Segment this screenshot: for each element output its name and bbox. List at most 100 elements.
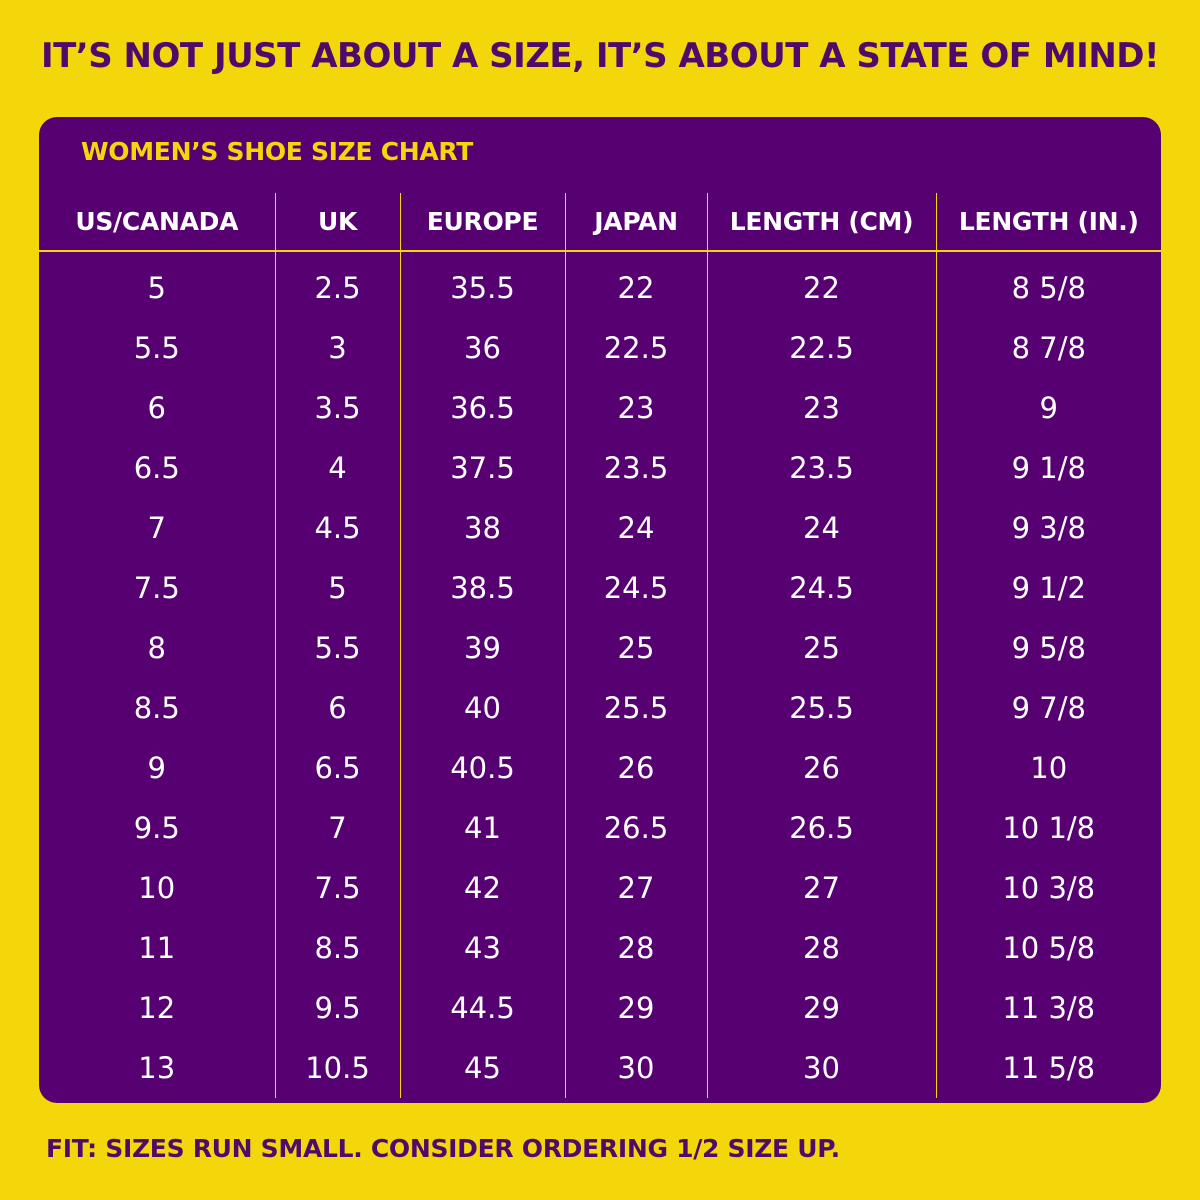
- cell-europe: 38.5: [399, 558, 565, 618]
- size-table: US/CANADA UK EUROPE JAPAN LENGTH (CM) LE…: [39, 193, 1161, 1098]
- cell-uk: 7: [274, 798, 400, 858]
- cell-length-in: 10 5/8: [935, 918, 1161, 978]
- cell-length-in: 9 3/8: [935, 498, 1161, 558]
- cell-length-in: 11 5/8: [935, 1038, 1161, 1098]
- cell-europe: 41: [399, 798, 565, 858]
- cell-japan: 25: [564, 618, 707, 678]
- cell-length-cm: 27: [706, 858, 936, 918]
- cell-japan: 25.5: [564, 678, 707, 738]
- cell-uk: 3.5: [274, 378, 400, 438]
- cell-japan: 29: [564, 978, 707, 1038]
- table-row: 7.5 5 38.5 24.5 24.5 9 1/2: [39, 558, 1161, 618]
- cell-europe: 45: [399, 1038, 565, 1098]
- cell-us-canada: 11: [138, 931, 176, 965]
- cell-uk: 5: [274, 558, 400, 618]
- cell-us-canada: 8.5: [133, 691, 180, 725]
- cell-japan: 26: [564, 738, 707, 798]
- cell-length-in: 9 5/8: [935, 618, 1161, 678]
- column-header-length-cm: LENGTH (CM): [706, 193, 936, 252]
- column-header-europe: EUROPE: [399, 193, 565, 252]
- cell-japan: 24: [564, 498, 707, 558]
- cell-europe: 40: [399, 678, 565, 738]
- cell-length-in: 10 1/8: [935, 798, 1161, 858]
- column-header-us-canada: US/CANADA: [39, 193, 275, 252]
- cell-uk: 2.5: [274, 251, 400, 318]
- cell-uk: 8.5: [274, 918, 400, 978]
- cell-us-canada: 7.5: [133, 571, 180, 605]
- cell-us-canada: 13: [138, 1051, 176, 1085]
- cell-uk: 4: [274, 438, 400, 498]
- table-row: 11 8.5 43 28 28 10 5/8: [39, 918, 1161, 978]
- column-header-japan: JAPAN: [564, 193, 707, 252]
- table-row: 7 4.5 38 24 24 9 3/8: [39, 498, 1161, 558]
- cell-japan: 23: [564, 378, 707, 438]
- cell-europe: 36.5: [399, 378, 565, 438]
- cell-length-cm: 25.5: [706, 678, 936, 738]
- column-header-length-in: LENGTH (IN.): [935, 193, 1161, 252]
- cell-us-canada: 9.5: [133, 811, 180, 845]
- chart-title: WOMEN’S SHOE SIZE CHART: [81, 137, 473, 166]
- cell-length-cm: 22: [706, 251, 936, 318]
- table-row: 9 6.5 40.5 26 26 10: [39, 738, 1161, 798]
- cell-us-canada: 9: [147, 751, 166, 785]
- table-row: 8.5 6 40 25.5 25.5 9 7/8: [39, 678, 1161, 738]
- cell-japan: 22.5: [564, 318, 707, 378]
- cell-europe: 37.5: [399, 438, 565, 498]
- cell-europe: 38: [399, 498, 565, 558]
- cell-length-cm: 26.5: [706, 798, 936, 858]
- table-row: 6 3.5 36.5 23 23 9: [39, 378, 1161, 438]
- cell-europe: 42: [399, 858, 565, 918]
- table-row: 10 7.5 42 27 27 10 3/8: [39, 858, 1161, 918]
- cell-length-cm: 24.5: [706, 558, 936, 618]
- cell-length-in: 9: [935, 378, 1161, 438]
- cell-japan: 24.5: [564, 558, 707, 618]
- cell-uk: 3: [274, 318, 400, 378]
- cell-us-canada: 5.5: [133, 331, 180, 365]
- cell-length-cm: 24: [706, 498, 936, 558]
- cell-europe: 40.5: [399, 738, 565, 798]
- cell-us-canada: 6: [147, 391, 166, 425]
- table-row: 6.5 4 37.5 23.5 23.5 9 1/8: [39, 438, 1161, 498]
- cell-length-in: 10: [935, 738, 1161, 798]
- headline: IT’S NOT JUST ABOUT A SIZE, IT’S ABOUT A…: [40, 36, 1160, 76]
- fit-note: FIT: SIZES RUN SMALL. CONSIDER ORDERING …: [46, 1134, 840, 1163]
- cell-uk: 4.5: [274, 498, 400, 558]
- size-chart-panel: WOMEN’S SHOE SIZE CHART US/CANADA UK EUR…: [39, 117, 1161, 1103]
- cell-us-canada: 8: [147, 631, 166, 665]
- cell-japan: 30: [564, 1038, 707, 1098]
- cell-uk: 6: [274, 678, 400, 738]
- cell-japan: 27: [564, 858, 707, 918]
- cell-uk: 6.5: [274, 738, 400, 798]
- table-row: 5 2.5 35.5 22 22 8 5/8: [39, 251, 1161, 318]
- cell-japan: 26.5: [564, 798, 707, 858]
- cell-length-cm: 30: [706, 1038, 936, 1098]
- cell-length-cm: 26: [706, 738, 936, 798]
- table-row: 13 10.5 45 30 30 11 5/8: [39, 1038, 1161, 1098]
- cell-length-in: 11 3/8: [935, 978, 1161, 1038]
- cell-length-cm: 25: [706, 618, 936, 678]
- cell-length-in: 10 3/8: [935, 858, 1161, 918]
- cell-uk: 9.5: [274, 978, 400, 1038]
- cell-europe: 36: [399, 318, 565, 378]
- cell-europe: 39: [399, 618, 565, 678]
- table-header-row: US/CANADA UK EUROPE JAPAN LENGTH (CM) LE…: [39, 193, 1161, 252]
- size-table-body: 5 2.5 35.5 22 22 8 5/8 5.5 3 36 22.5 22.5 8 7/8 6 3.5…: [39, 251, 1161, 1098]
- cell-uk: 5.5: [274, 618, 400, 678]
- table-row: 9.5 7 41 26.5 26.5 10 1/8: [39, 798, 1161, 858]
- cell-europe: 44.5: [399, 978, 565, 1038]
- cell-length-in: 9 1/8: [935, 438, 1161, 498]
- cell-length-cm: 28: [706, 918, 936, 978]
- cell-uk: 7.5: [274, 858, 400, 918]
- cell-europe: 43: [399, 918, 565, 978]
- cell-us-canada: 6.5: [133, 451, 180, 485]
- cell-length-in: 8 7/8: [935, 318, 1161, 378]
- cell-us-canada: 5: [147, 271, 166, 305]
- column-header-uk: UK: [274, 193, 400, 252]
- table-row: 8 5.5 39 25 25 9 5/8: [39, 618, 1161, 678]
- cell-length-cm: 23.5: [706, 438, 936, 498]
- table-row: 12 9.5 44.5 29 29 11 3/8: [39, 978, 1161, 1038]
- cell-japan: 23.5: [564, 438, 707, 498]
- table-row: 5.5 3 36 22.5 22.5 8 7/8: [39, 318, 1161, 378]
- cell-europe: 35.5: [399, 251, 565, 318]
- cell-length-in: 8 5/8: [935, 251, 1161, 318]
